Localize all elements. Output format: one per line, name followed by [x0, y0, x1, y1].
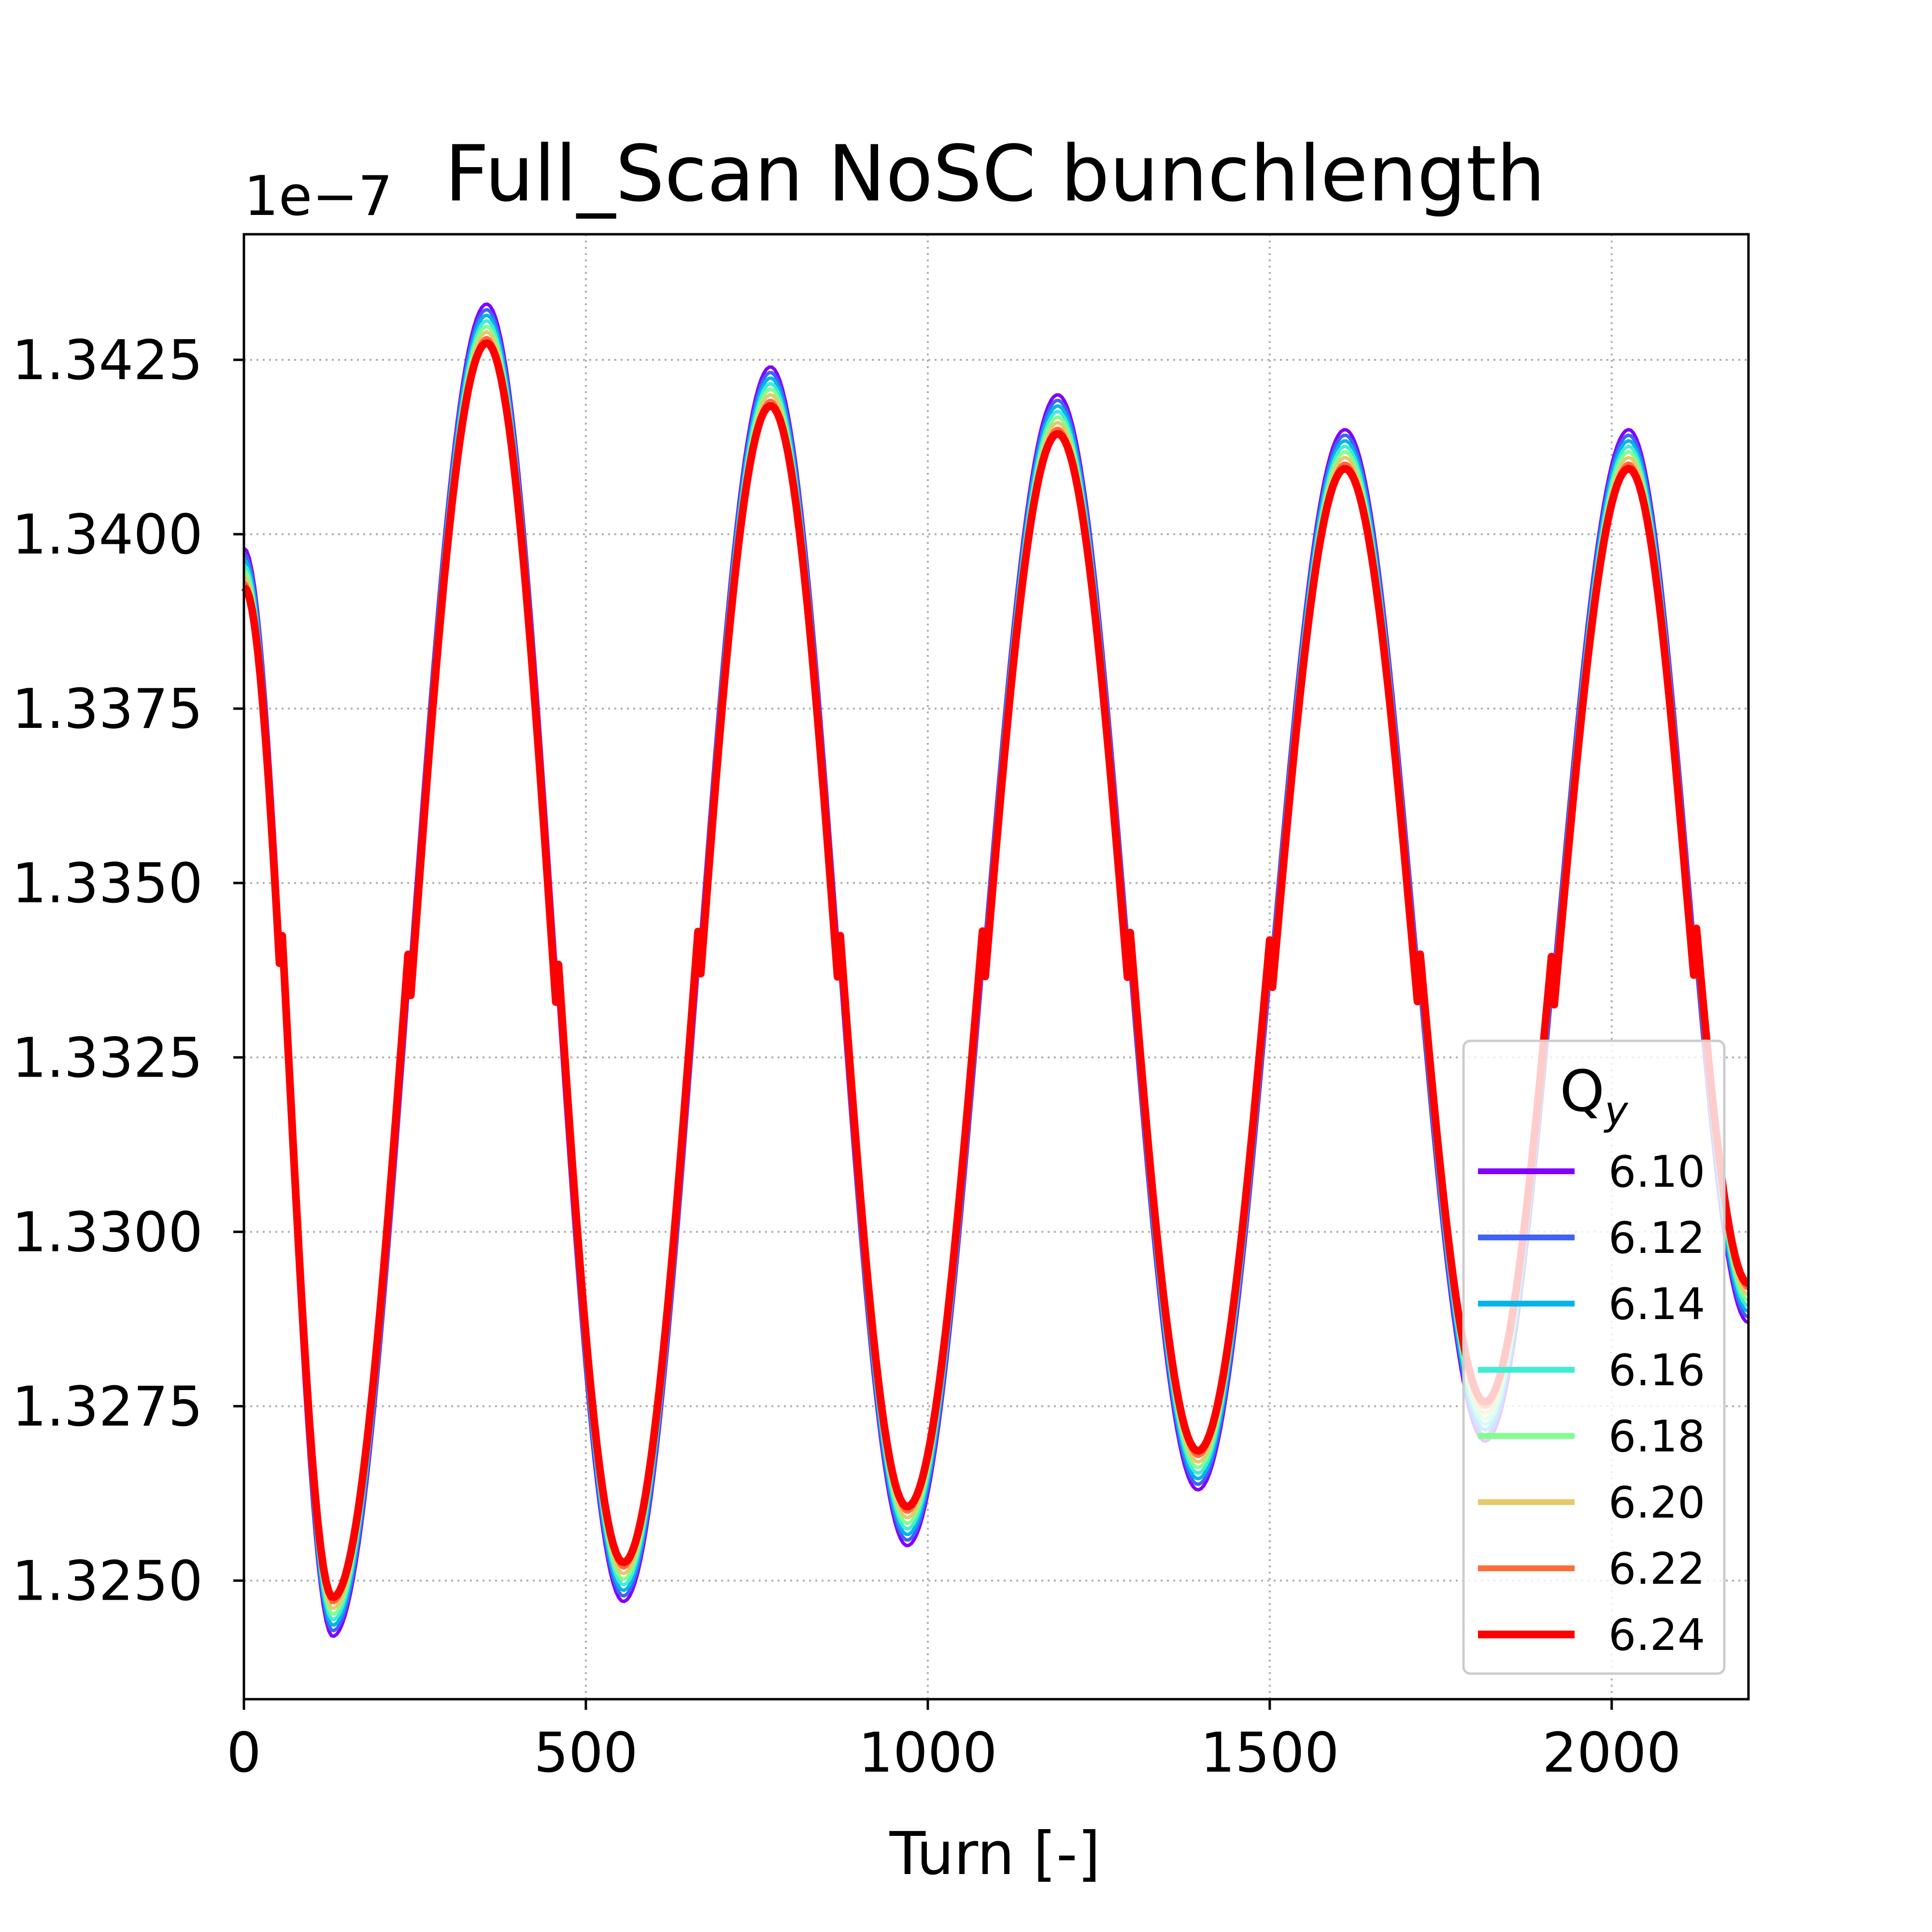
x-tick-label: 1500: [1200, 1721, 1339, 1785]
legend-label: 6.24: [1608, 1610, 1705, 1661]
y-tick-label: 1.3325: [12, 1026, 203, 1090]
x-tick-label: 500: [534, 1721, 638, 1785]
y-offset-text: 1e−7: [244, 164, 393, 228]
y-tick-label: 1.3300: [12, 1200, 203, 1264]
y-tick-label: 1.3425: [12, 328, 203, 392]
x-tick-label: 2000: [1542, 1721, 1681, 1785]
legend-title: Qy: [1560, 1058, 1629, 1134]
legend-label: 6.12: [1608, 1213, 1705, 1264]
legend: Qy 6.10 6.12 6.14 6.16 6.18 6.20 6.22 6.24: [1462, 1039, 1726, 1675]
x-tick-label: 1000: [858, 1721, 997, 1785]
legend-title-sub: y: [1603, 1088, 1629, 1134]
y-tick-label: 1.3250: [12, 1549, 203, 1613]
legend-box: [1462, 1039, 1726, 1675]
legend-label: 6.20: [1608, 1477, 1705, 1528]
chart-title: Full_Scan NoSC bunchlength: [445, 128, 1546, 219]
legend-label: 6.10: [1608, 1147, 1705, 1197]
legend-label: 6.22: [1608, 1544, 1705, 1594]
legend-entries: 6.10 6.12 6.14 6.16 6.18 6.20 6.22 6.24: [1478, 1147, 1705, 1661]
y-tick-label: 1.3350: [12, 852, 203, 915]
legend-label: 6.18: [1608, 1411, 1705, 1462]
legend-label: 6.16: [1608, 1345, 1705, 1396]
plot-frame: [242, 233, 1750, 1701]
legend-title-main: Q: [1560, 1058, 1605, 1124]
y-tick-label: 1.3275: [12, 1375, 203, 1438]
x-axis-label: Turn [-]: [889, 1819, 1101, 1888]
axis-ticks: 0 500 1000 1500 2000 1.3250 1.3275 1.3300 1.3325…: [12, 328, 1681, 1785]
y-tick-label: 1.3375: [12, 677, 203, 741]
y-tick-label: 1.3400: [12, 503, 203, 567]
legend-label: 6.14: [1608, 1279, 1705, 1330]
x-tick-label: 0: [227, 1721, 261, 1785]
